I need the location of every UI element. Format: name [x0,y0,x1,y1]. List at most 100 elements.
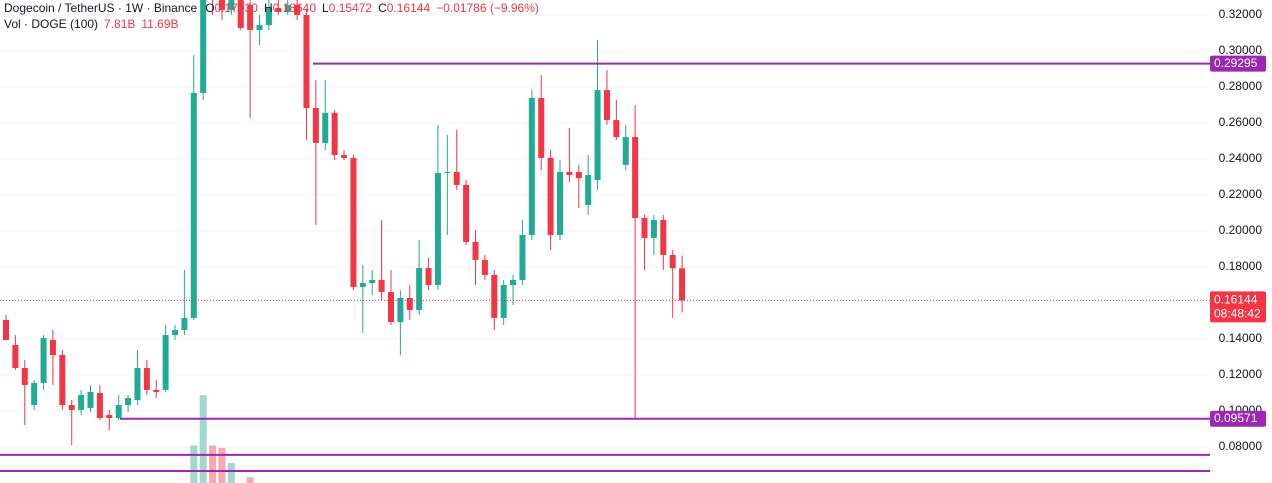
candle-body [660,220,667,255]
candle-body [68,405,75,410]
y-tick-label: 0.18000 [1219,259,1263,273]
candle-body [378,279,385,293]
level-tag [1210,55,1266,72]
candle-body [510,279,517,285]
candle-body [566,171,573,176]
ohlc-key: O [205,1,214,15]
volume-bar [227,463,235,483]
candle-body [106,414,113,419]
candle-body [162,335,169,390]
candle-body [237,0,244,28]
candle-body [218,0,225,10]
candle-body [59,355,66,406]
candle-body [463,184,470,242]
ohlc-value: 0.16144 [387,1,431,15]
ohlc-key: C [378,1,387,15]
candle-body [594,90,601,181]
candle-body [632,137,639,219]
y-tick-label: 0.26000 [1219,115,1263,129]
volume-value: 7.81B [104,17,135,31]
candle-body [341,155,348,158]
candle-body [3,319,9,341]
candle-body [575,171,582,179]
ohlc-value: 0.15472 [329,1,373,15]
y-tick-label: 0.08000 [1219,439,1263,453]
y-tick-label: 0.32000 [1219,7,1263,21]
candle-body [444,171,451,174]
candle-body [669,254,676,269]
candle-body [275,7,282,12]
countdown: 08:48:42 [1214,307,1261,321]
volume-legend: Vol · DOGE (100) 7.81B 11.69B [4,17,179,31]
candle-body [247,4,254,30]
candle-body [312,108,319,143]
y-tick-label: 0.30000 [1219,43,1263,57]
ohlc-key: L [322,1,329,15]
candle-body [369,279,376,284]
candle-body [491,274,498,318]
candle-body [557,171,564,235]
volume-bar [209,445,217,483]
last-price-label: 0.16144 [1214,293,1258,307]
candle-body [679,268,686,301]
candle-body [613,119,620,138]
volume-value: 11.69B [141,17,178,31]
candle-body [641,218,648,239]
level-tag [1210,410,1266,427]
candle-body [472,241,479,260]
ohlc-value: 0.18640 [273,1,317,15]
candle-body [481,259,488,275]
volume-pane [190,395,254,483]
plot [0,0,1210,472]
candle-body [40,337,47,383]
candle-body [21,367,28,386]
candle-body [453,171,460,185]
candle-body [303,14,310,109]
candle-body [331,112,338,156]
candle-body [322,112,329,143]
volume-bar [199,395,207,483]
candle-body [603,90,610,120]
candle-body [87,391,94,408]
candle-body [143,367,150,390]
candle-body [284,4,291,12]
candle-body [153,389,160,392]
title: Dogecoin / TetherUS · 1W · Binance [4,1,198,15]
candle-body [256,25,263,30]
grid [0,14,1210,448]
candle-body [31,382,38,406]
candle-body [585,175,592,206]
y-tick-label: 0.20000 [1219,223,1263,237]
change: −0.01786 (−9.96%) [436,1,539,15]
candle-body [125,398,132,406]
candle-body [547,157,554,235]
candle-body [528,97,535,235]
y-tick-label: 0.28000 [1219,79,1263,93]
last-price-tag [1210,291,1266,323]
candle-body [406,297,413,311]
volume-bar [246,477,254,483]
ohlc-key: H [264,1,273,15]
candle-body [200,0,207,93]
y-tick-label: 0.22000 [1219,187,1263,201]
candle-body [538,97,545,158]
candle-body [622,137,629,165]
candle-body [49,340,56,356]
level-label: 0.29295 [1214,56,1258,70]
symbol-title: Dogecoin / TetherUS · 1W · Binance O0.179… [4,1,539,15]
volume-title: Vol · DOGE (100) [4,17,98,31]
candle-body [115,405,122,419]
level-label: 0.09571 [1214,411,1258,425]
candle-body [519,234,526,280]
candle-body [12,344,19,368]
legend-header: Dogecoin / TetherUS · 1W · Binance O0.179… [4,1,539,31]
candle-body [350,157,357,287]
candle-body [228,0,235,10]
candle-body [172,329,179,336]
candle-body [96,392,103,419]
candle-body [294,4,301,15]
candle-body [181,317,188,330]
candle-body [387,292,394,323]
candle-body [416,268,423,311]
